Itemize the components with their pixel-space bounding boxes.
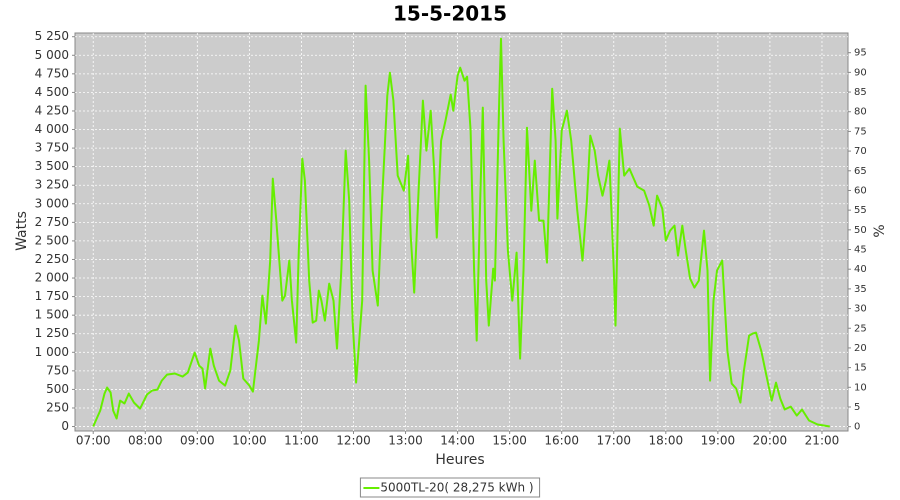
y2-tick-label: 35 bbox=[854, 284, 867, 295]
chart-title: 15-5-2015 bbox=[393, 2, 507, 26]
plot-area bbox=[74, 32, 849, 432]
x-tick-label: 15:00 bbox=[492, 434, 527, 448]
y-tick-label: 1 500 bbox=[35, 308, 69, 322]
y2-tick-label: 50 bbox=[854, 225, 867, 236]
y-tick-label: 3 000 bbox=[35, 196, 69, 210]
x-tick-label: 17:00 bbox=[596, 434, 631, 448]
y-tick-label: 5 250 bbox=[35, 29, 69, 43]
x-tick-label: 14:00 bbox=[440, 434, 475, 448]
x-axis-label: Heures bbox=[435, 452, 484, 468]
y2-tick-label: 5 bbox=[854, 402, 860, 413]
legend-label: 5000TL-20( 28,275 kWh ) bbox=[380, 481, 533, 495]
y2-tick-label: 40 bbox=[854, 264, 867, 275]
y-tick-label: 5 000 bbox=[35, 48, 69, 62]
y-tick-label: 1 750 bbox=[35, 289, 69, 303]
y2-tick-label: 80 bbox=[854, 107, 867, 118]
x-tick-label: 16:00 bbox=[544, 434, 579, 448]
x-tick-label: 19:00 bbox=[701, 434, 736, 448]
x-tick-label: 18:00 bbox=[649, 434, 684, 448]
legend-box bbox=[359, 477, 541, 498]
x-tick-label: 12:00 bbox=[336, 434, 371, 448]
y-tick-label: 2 000 bbox=[35, 271, 69, 285]
y-tick-label: 1 250 bbox=[35, 326, 69, 340]
y2-tick-label: 75 bbox=[854, 126, 867, 137]
y-tick-label: 2 500 bbox=[35, 233, 69, 247]
series-line bbox=[92, 37, 830, 428]
x-tick-label: 21:00 bbox=[805, 434, 840, 448]
y-tick-label: 1 000 bbox=[35, 345, 69, 359]
y2-tick-label: 60 bbox=[854, 185, 867, 196]
x-tick-label: 07:00 bbox=[76, 434, 111, 448]
y2-tick-label: 85 bbox=[854, 87, 867, 98]
y2-tick-label: 15 bbox=[854, 363, 867, 374]
x-tick-label: 11:00 bbox=[284, 434, 319, 448]
y2-tick-label: 0 bbox=[854, 422, 860, 433]
y2-tick-label: 30 bbox=[854, 304, 867, 315]
y-axis-label: Watts bbox=[14, 211, 30, 251]
y2-tick-label: 20 bbox=[854, 343, 867, 354]
y-tick-label: 3 500 bbox=[35, 159, 69, 173]
x-tick-label: 10:00 bbox=[232, 434, 267, 448]
y-tick-label: 250 bbox=[46, 400, 69, 414]
y-tick-label: 2 750 bbox=[35, 215, 69, 229]
y-tick-label: 4 500 bbox=[35, 85, 69, 99]
y-tick-label: 0 bbox=[61, 419, 69, 433]
y-tick-label: 2 250 bbox=[35, 252, 69, 266]
x-tick-label: 09:00 bbox=[180, 434, 215, 448]
y-tick-label: 4 250 bbox=[35, 103, 69, 117]
legend: 5000TL-20( 28,275 kWh ) bbox=[359, 477, 541, 498]
y2-tick-label: 95 bbox=[854, 48, 867, 59]
x-tick-label: 08:00 bbox=[128, 434, 163, 448]
y2-axis-label: % bbox=[872, 224, 888, 237]
y-tick-label: 4 000 bbox=[35, 122, 69, 136]
y2-tick-label: 90 bbox=[854, 67, 867, 78]
y-tick-label: 3 750 bbox=[35, 141, 69, 155]
x-tick-label: 20:00 bbox=[753, 434, 788, 448]
y2-tick-label: 25 bbox=[854, 323, 867, 334]
y-tick-label: 4 750 bbox=[35, 66, 69, 80]
y2-tick-label: 65 bbox=[854, 166, 867, 177]
y-tick-label: 3 250 bbox=[35, 178, 69, 192]
y2-tick-label: 70 bbox=[854, 146, 867, 157]
y-tick-label: 750 bbox=[46, 363, 69, 377]
y2-tick-label: 10 bbox=[854, 382, 867, 393]
y2-tick-label: 45 bbox=[854, 245, 867, 256]
y2-tick-label: 55 bbox=[854, 205, 867, 216]
x-tick-label: 13:00 bbox=[388, 434, 423, 448]
y-tick-label: 500 bbox=[46, 382, 69, 396]
